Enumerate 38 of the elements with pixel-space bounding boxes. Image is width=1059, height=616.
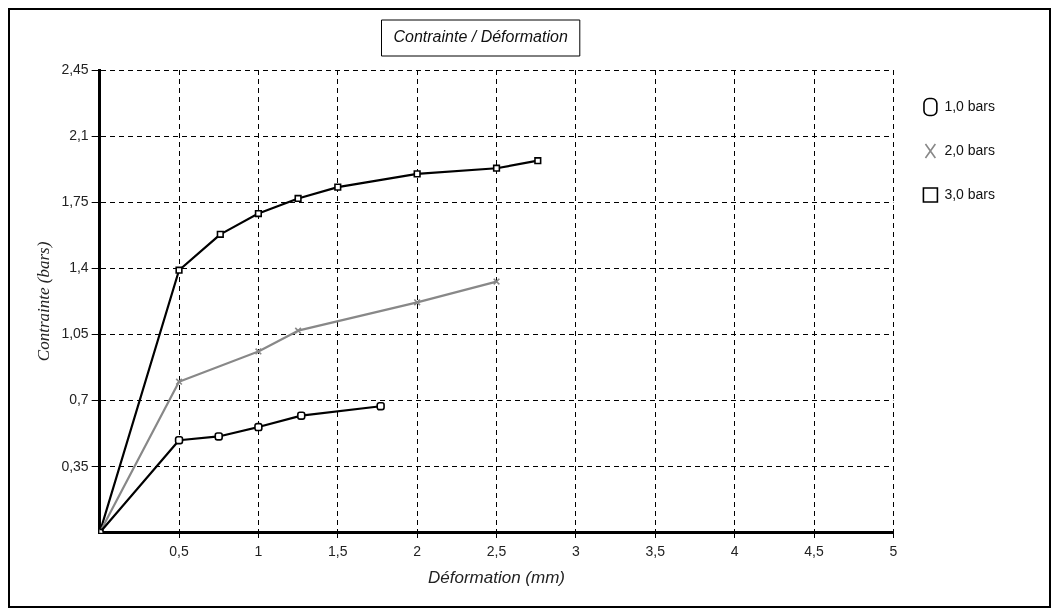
x-tick-label: 5 (889, 543, 898, 560)
point (214, 432, 223, 441)
legend-label: 2,0 bars (944, 141, 996, 158)
point (254, 347, 263, 356)
x-tick-label: 3 (572, 543, 581, 560)
point (534, 157, 542, 165)
y-tick-label: 0,7 (69, 391, 89, 408)
chart-title: Contrainte / Déformation (393, 28, 568, 46)
point (376, 402, 385, 411)
point (254, 422, 263, 432)
point (174, 436, 184, 445)
point (294, 194, 302, 203)
x-axis-title: Déformation (mm) (428, 567, 566, 587)
x-tick-label: 2,5 (486, 543, 507, 560)
point (334, 183, 342, 191)
point (492, 164, 501, 172)
point (492, 277, 501, 286)
x-tick-label: 1,5 (328, 543, 348, 560)
x-tick-label: 1 (254, 543, 263, 560)
x-tick-label: 4,5 (804, 543, 824, 560)
y-tick-label: 0,35 (61, 457, 89, 474)
y-tick-label: 2,1 (69, 126, 89, 143)
legend-label: 1,0 bars (944, 97, 996, 114)
y-tick-label: 2,45 (61, 60, 89, 77)
point (216, 230, 224, 238)
y-tick-label: 1,75 (61, 193, 89, 210)
point (297, 411, 306, 420)
y-tick-label: 1,4 (69, 259, 89, 276)
x-tick-label: 0,5 (169, 543, 189, 560)
y-tick-label: 1,05 (61, 325, 89, 342)
legend-label: 3,0 bars (944, 185, 996, 202)
x-tick-label: 2 (413, 543, 422, 560)
y-axis-title: Contrainte (bars) (33, 241, 53, 362)
point (254, 209, 263, 218)
x-tick-label: 4 (730, 543, 739, 560)
point (413, 170, 421, 178)
x-tick-label: 3,5 (645, 543, 666, 560)
point (175, 266, 183, 274)
